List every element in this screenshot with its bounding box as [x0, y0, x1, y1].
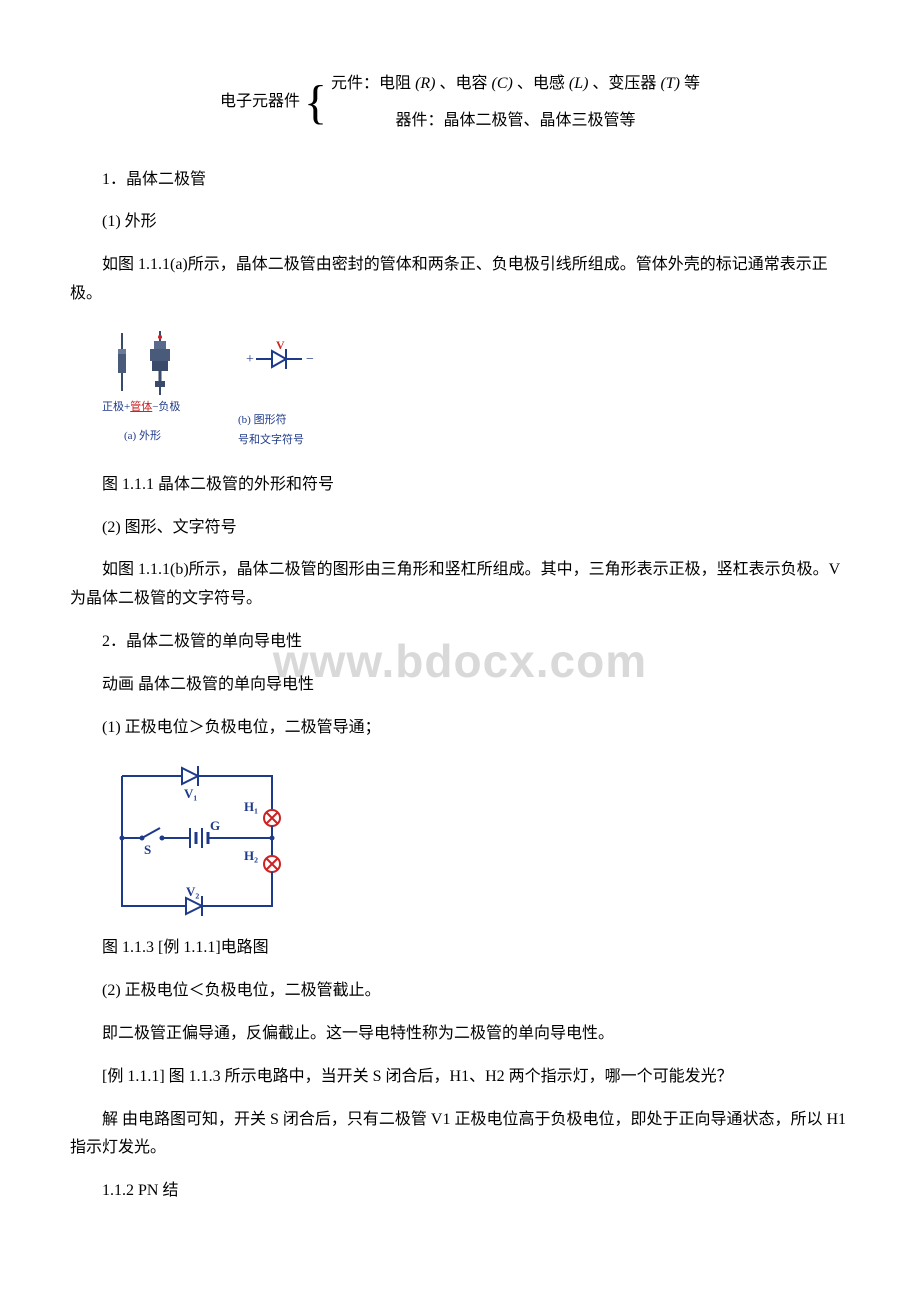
formula-line-1: 元件：电阻 (R) 、电容 (C) 、电感 (L) 、变压器 (T) 等: [331, 70, 700, 99]
page-content: 电子元器件 { 元件：电阻 (R) 、电容 (C) 、电感 (L) 、变压器 (…: [70, 70, 850, 1206]
circuit-diagram-icon: V₁ H₁ S G: [102, 756, 302, 926]
example-text: [例 1.1.1] 图 1.1.3 所示电路中，当开关 S 闭合后，H1、H2 …: [70, 1063, 850, 1092]
formula-prefix: 电子元器件: [220, 88, 300, 117]
section-title: 晶体二极管的单向导电性: [126, 633, 302, 650]
var-r: (R): [415, 75, 435, 92]
left-brace-icon: {: [304, 79, 327, 127]
formula-text: 、电容: [440, 75, 492, 92]
sub-1-label: (1) 外形: [70, 208, 850, 237]
var-l: (L): [569, 75, 589, 92]
sub-b-line2: 号和文字符号: [238, 431, 304, 451]
figure-1-1-1: 正极+管体−负极 (a) 外形 + − V (b) 图形符 号和文字符号 图 1…: [70, 323, 850, 500]
sub-2-label: (2) 图形、文字符号: [70, 514, 850, 543]
svg-text:S: S: [144, 842, 151, 857]
svg-text:V₁: V₁: [184, 786, 197, 801]
diode-body-label: 正极+管体−负极: [102, 398, 180, 418]
svg-text:H₁: H₁: [244, 799, 258, 814]
section-num: 2．: [102, 633, 126, 650]
formula-bracket: 电子元器件 { 元件：电阻 (R) 、电容 (C) 、电感 (L) 、变压器 (…: [70, 70, 850, 136]
sub-b-line1: (b) 图形符: [238, 411, 304, 431]
paragraph-3: 即二极管正偏导通，反偏截止。这一导电特性称为二极管的单向导电性。: [70, 1020, 850, 1049]
plus-label: +: [246, 352, 254, 367]
sub-caption-b: (b) 图形符 号和文字符号: [238, 411, 304, 451]
figure-1-1-1-caption: 图 1.1.1 晶体二极管的外形和符号: [70, 471, 850, 500]
minus-label: −: [306, 352, 314, 367]
next-section-heading: 1.1.2 PN 结: [70, 1177, 850, 1206]
solution-text: 解 由电路图可知，开关 S 闭合后，只有二极管 V1 正极电位高于负极电位，即处…: [70, 1106, 850, 1164]
var-c: (C): [492, 75, 513, 92]
svg-text:H₂: H₂: [244, 848, 258, 863]
formula-line-2: 器件：晶体二极管、晶体三极管等: [331, 107, 700, 136]
svg-text:V₂: V₂: [186, 884, 199, 899]
diode-symbol-icon: + − V: [242, 341, 322, 381]
formula-text: 元件：电阻: [331, 75, 411, 92]
formula-text: 、变压器: [592, 75, 660, 92]
v-label: V: [276, 341, 285, 352]
animation-note: 动画 晶体二极管的单向导电性: [70, 671, 850, 700]
section-2-heading: 2．晶体二极管的单向导电性: [70, 628, 850, 657]
section-1-heading: 1．晶体二极管: [70, 166, 850, 195]
paragraph-2: 如图 1.1.1(b)所示，晶体二极管的图形由三角形和竖杠所组成。其中，三角形表…: [70, 556, 850, 614]
figure-1-1-3: V₁ H₁ S G: [70, 756, 850, 963]
label-body: 管体: [130, 401, 152, 413]
formula-stack: 元件：电阻 (R) 、电容 (C) 、电感 (L) 、变压器 (T) 等 器件：…: [331, 70, 700, 136]
section-num: 1．: [102, 171, 126, 188]
diode-shapes-icon: [112, 331, 222, 401]
condition-1: (1) 正极电位＞负极电位，二极管导通；: [70, 714, 850, 743]
var-t: (T): [660, 75, 680, 92]
label-neg: −负极: [152, 401, 180, 413]
paragraph-1: 如图 1.1.1(a)所示，晶体二极管由密封的管体和两条正、负电极引线所组成。管…: [70, 251, 850, 309]
formula-text: 、电感: [517, 75, 569, 92]
section-title: 晶体二极管: [126, 171, 206, 188]
svg-text:G: G: [210, 818, 220, 833]
figure-1-1-3-caption: 图 1.1.3 [例 1.1.1]电路图: [70, 934, 850, 963]
label-pos: 正极+: [102, 401, 130, 413]
sub-caption-a: (a) 外形: [124, 427, 161, 447]
formula-text: 等: [684, 75, 700, 92]
condition-2: (2) 正极电位＜负极电位，二极管截止。: [70, 977, 850, 1006]
